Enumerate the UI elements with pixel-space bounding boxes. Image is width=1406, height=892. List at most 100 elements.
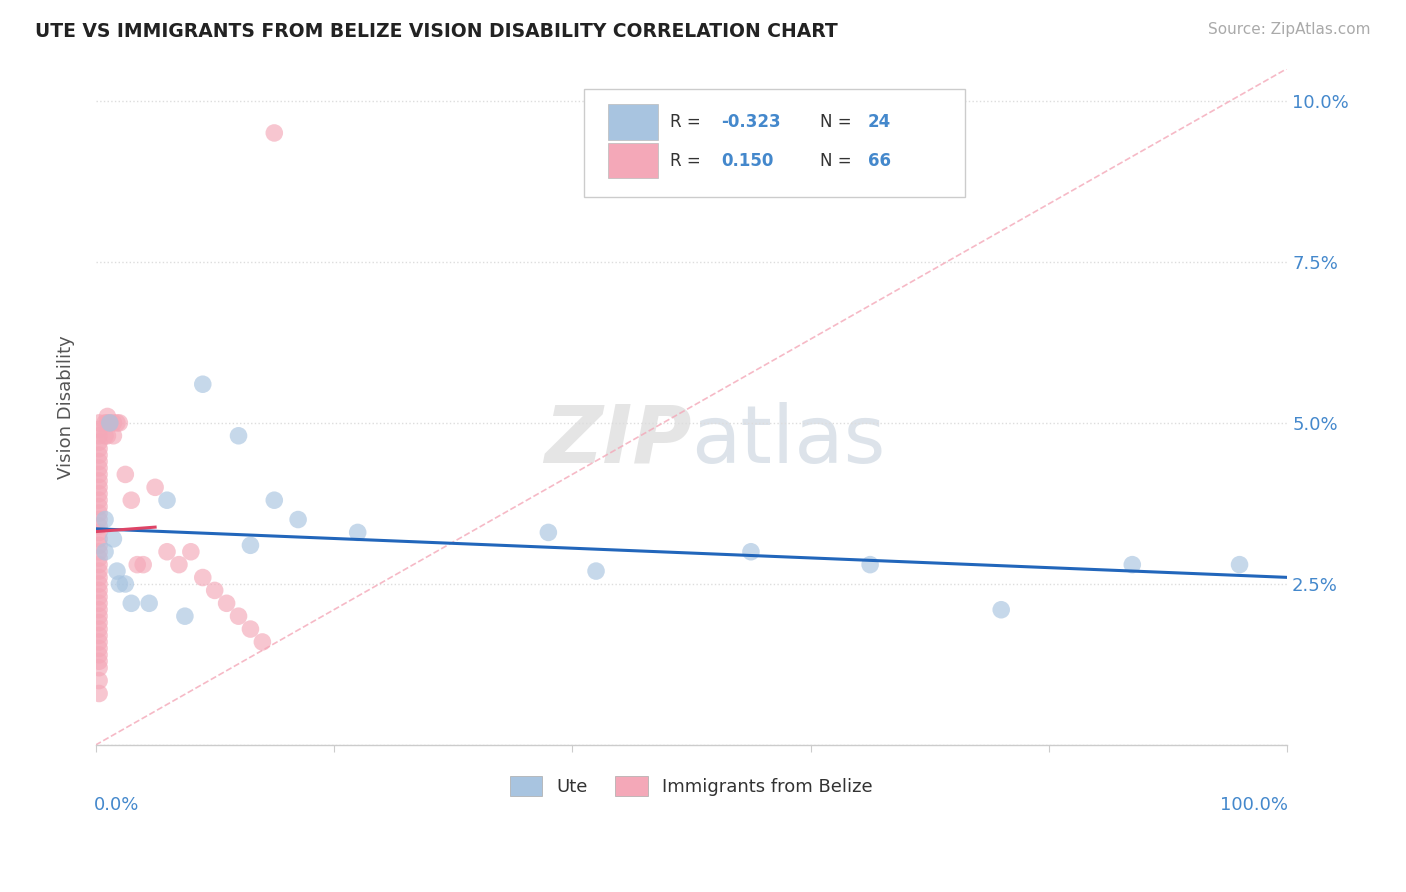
Point [87,628,110,642]
Point [156,545,179,559]
Point [87,654,110,668]
Point [239,622,262,636]
Point [204,583,226,598]
Text: ZIP: ZIP [544,401,692,480]
Point [96,416,118,430]
Point [94,512,117,526]
Legend: Ute, Immigrants from Belize: Ute, Immigrants from Belize [503,768,880,804]
Point [96,409,118,424]
Point [87,577,110,591]
Point [87,558,110,572]
Point [87,512,110,526]
Point [138,596,160,610]
Point [87,686,110,700]
Point [87,622,110,636]
Point [180,545,202,559]
Point [132,558,155,572]
Point [87,545,110,559]
Point [87,493,110,508]
Text: 0.150: 0.150 [721,152,773,169]
Point [98,416,121,430]
Point [87,435,110,450]
Point [87,648,110,662]
Point [87,564,110,578]
Point [228,609,250,624]
Point [87,474,110,488]
Point [87,442,110,456]
Point [87,454,110,468]
Point [87,525,110,540]
FancyBboxPatch shape [583,89,966,197]
Point [103,429,125,443]
Text: R =: R = [669,113,706,131]
Point [87,673,110,688]
Point [87,603,110,617]
Point [87,467,110,482]
Point [143,480,166,494]
Point [87,500,110,514]
Text: N =: N = [820,152,856,169]
Point [156,493,179,508]
Point [87,615,110,630]
Point [87,583,110,598]
Point [114,577,136,591]
Point [105,416,128,430]
Point [87,416,110,430]
Point [537,525,560,540]
Point [287,512,309,526]
Point [87,532,110,546]
Point [114,467,136,482]
Point [174,609,197,624]
Point [215,596,238,610]
Point [87,641,110,656]
Point [108,416,131,430]
Text: 0.0%: 0.0% [94,796,139,814]
Point [98,416,121,430]
Point [87,570,110,584]
Point [87,635,110,649]
Point [87,538,110,552]
Point [87,519,110,533]
Point [87,551,110,566]
Point [103,416,125,430]
Text: Source: ZipAtlas.com: Source: ZipAtlas.com [1208,22,1371,37]
Point [120,493,142,508]
Y-axis label: Vision Disability: Vision Disability [58,334,75,479]
Point [87,506,110,520]
FancyBboxPatch shape [607,143,658,178]
Point [1121,558,1143,572]
Point [167,558,190,572]
Point [87,661,110,675]
Point [87,609,110,624]
Point [228,429,250,443]
Point [263,126,285,140]
Point [94,429,117,443]
Text: N =: N = [820,113,856,131]
Point [239,538,262,552]
Point [87,422,110,436]
Text: R =: R = [669,152,706,169]
Point [191,570,214,584]
Point [740,545,762,559]
Point [585,564,607,578]
Point [191,377,214,392]
Point [120,596,142,610]
Point [108,577,131,591]
Point [94,545,117,559]
Point [1229,558,1251,572]
Point [346,525,368,540]
Point [94,416,117,430]
Point [127,558,149,572]
Point [87,480,110,494]
Point [96,429,118,443]
Point [859,558,882,572]
Text: atlas: atlas [692,401,886,480]
Point [105,564,128,578]
Text: 66: 66 [868,152,891,169]
FancyBboxPatch shape [607,104,658,139]
Point [87,487,110,501]
Point [87,448,110,462]
Point [263,493,285,508]
Point [252,635,274,649]
Point [87,590,110,604]
